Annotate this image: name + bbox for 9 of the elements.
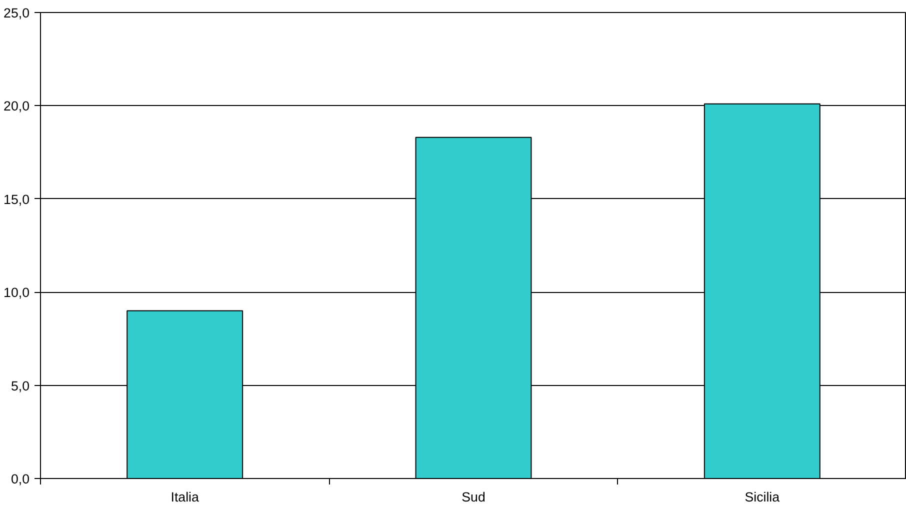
y-tick-label: 10,0 [4,285,30,300]
y-tick-label: 0,0 [10,472,30,486]
y-tick-label: 20,0 [4,98,30,114]
x-tick-label: Sud [462,490,486,504]
y-tick-label: 25,0 [4,6,30,20]
x-tick-label: Italia [170,490,200,504]
x-tick-label: Sicilia [744,490,780,504]
y-tick-label: 5,0 [10,378,30,394]
y-tick-label: 15,0 [4,192,30,207]
